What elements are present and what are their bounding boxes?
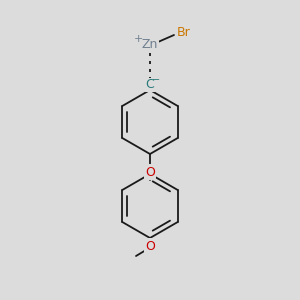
Text: Zn: Zn [142,38,158,52]
Text: C: C [146,79,154,92]
Text: O: O [145,166,155,178]
Text: O: O [145,239,155,253]
Text: −: − [152,75,160,85]
Text: Br: Br [177,26,191,40]
Text: +: + [133,34,143,44]
